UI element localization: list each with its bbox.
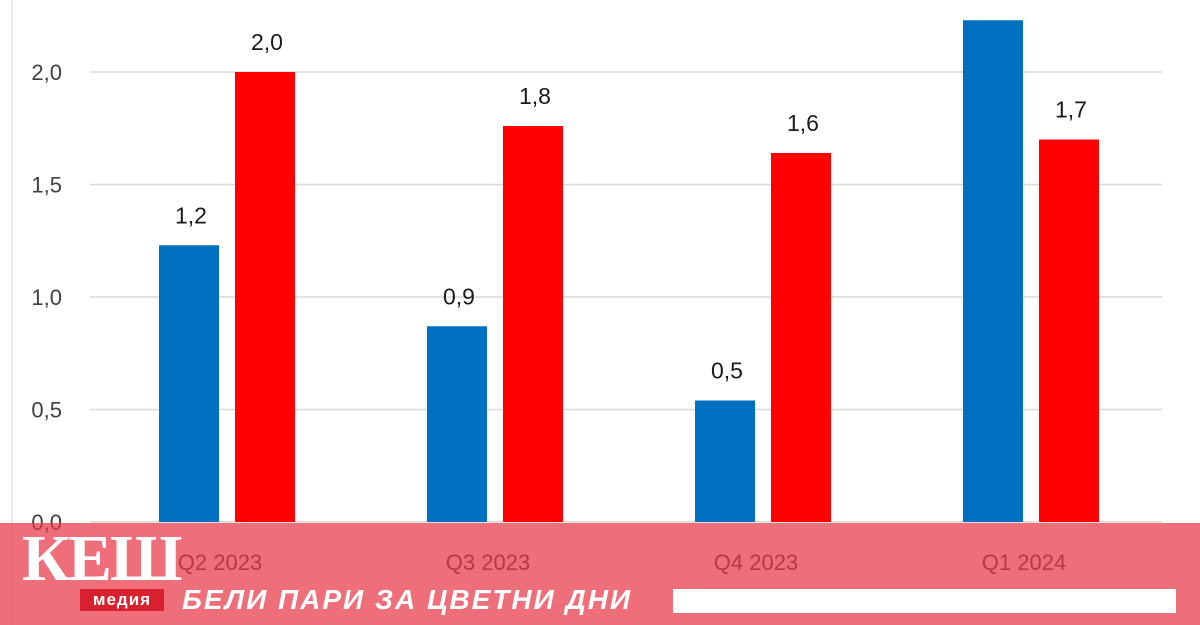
data-label: 0,9 xyxy=(443,283,475,309)
y-tick-label: 1,5 xyxy=(31,173,62,198)
y-tick-label: 1,0 xyxy=(31,285,62,310)
bar xyxy=(159,245,219,522)
logo-wordmark: КЕШ xyxy=(22,522,182,595)
data-label: 1,6 xyxy=(787,110,819,136)
bar xyxy=(963,20,1023,522)
bar xyxy=(503,126,563,522)
kesh-media-logo: КЕШ медия xyxy=(22,526,182,616)
data-label: 1,8 xyxy=(519,83,551,109)
bar xyxy=(427,326,487,522)
data-label: 2,0 xyxy=(251,29,283,55)
bar xyxy=(1039,139,1099,522)
data-label: 0,5 xyxy=(711,358,743,384)
bar xyxy=(695,400,755,522)
logo-subtext: медия xyxy=(80,589,164,611)
data-label: 1,2 xyxy=(175,202,207,228)
bar xyxy=(235,72,295,522)
bar xyxy=(771,153,831,522)
y-tick-label: 2,0 xyxy=(31,60,62,85)
y-tick-label: 0,5 xyxy=(31,398,62,423)
slogan-underline-bar xyxy=(673,589,1176,613)
slogan-text: БЕЛИ ПАРИ ЗА ЦВЕТНИ ДНИ xyxy=(182,584,633,615)
data-label: 1,7 xyxy=(1055,97,1087,123)
